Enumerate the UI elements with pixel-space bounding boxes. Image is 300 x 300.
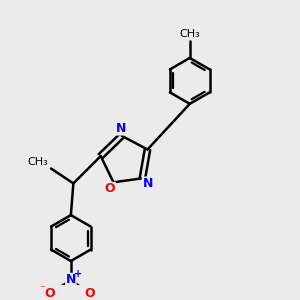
Text: N: N (66, 273, 76, 286)
Text: +: + (74, 269, 83, 279)
Text: ⁻: ⁻ (39, 284, 45, 294)
Text: CH₃: CH₃ (28, 157, 49, 167)
Text: N: N (116, 122, 126, 135)
Text: O: O (105, 182, 115, 195)
Text: O: O (84, 287, 95, 300)
Text: O: O (45, 287, 55, 300)
Text: CH₃: CH₃ (179, 29, 200, 39)
Text: N: N (142, 177, 153, 190)
